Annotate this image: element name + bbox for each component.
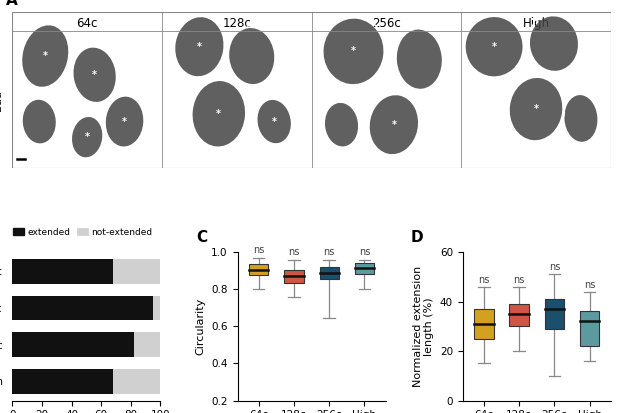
Ellipse shape [510,78,562,140]
Text: C: C [196,230,207,245]
Ellipse shape [175,17,223,76]
Y-axis label: Normalized extension
length (%): Normalized extension length (%) [413,266,434,387]
Bar [355,263,374,274]
Text: *: * [534,104,539,114]
Ellipse shape [370,95,418,154]
Ellipse shape [466,17,523,76]
Bar [12,259,160,284]
Bar [249,264,268,275]
Bar [12,296,160,320]
Text: 256c: 256c [372,17,401,30]
Bar [580,311,599,346]
Text: ns: ns [478,275,489,285]
Bar [12,369,113,394]
Bar [284,270,304,283]
Bar [12,332,160,357]
Legend: extended, not-extended: extended, not-extended [9,224,156,240]
Ellipse shape [323,19,383,84]
Ellipse shape [325,103,358,147]
Text: A: A [6,0,18,8]
Bar [474,309,494,339]
Bar [12,259,113,284]
Text: *: * [391,120,396,130]
Text: *: * [92,70,97,80]
Bar [12,296,153,320]
Ellipse shape [565,95,597,142]
Ellipse shape [530,17,578,71]
Ellipse shape [73,47,116,102]
Text: *: * [217,109,222,119]
Ellipse shape [229,28,275,84]
Ellipse shape [193,81,245,147]
Text: *: * [43,51,48,61]
Y-axis label: Circularity: Circularity [196,298,205,355]
Text: *: * [197,42,202,52]
Text: *: * [492,42,497,52]
Ellipse shape [22,25,68,87]
Text: ns: ns [584,280,595,290]
Bar [12,369,160,394]
Ellipse shape [23,100,56,143]
Ellipse shape [397,30,442,89]
Text: 128c: 128c [222,17,251,30]
Bar [545,299,564,329]
Bar [510,304,529,326]
Text: *: * [85,132,89,142]
Text: ns: ns [253,245,264,255]
Text: ns: ns [288,247,300,257]
Bar [320,267,339,279]
Text: *: * [271,116,276,126]
Text: High: High [523,17,550,30]
Text: *: * [351,46,356,57]
Bar [12,332,134,357]
Text: *: * [122,116,127,126]
Text: Bud: Bud [0,89,2,111]
Ellipse shape [257,100,291,143]
Text: ns: ns [359,247,370,257]
Ellipse shape [106,97,143,147]
Text: ns: ns [323,247,335,257]
Text: 64c: 64c [77,17,98,30]
Text: ns: ns [549,262,560,273]
Text: ns: ns [513,275,525,285]
Ellipse shape [72,117,102,157]
Text: D: D [411,230,423,245]
